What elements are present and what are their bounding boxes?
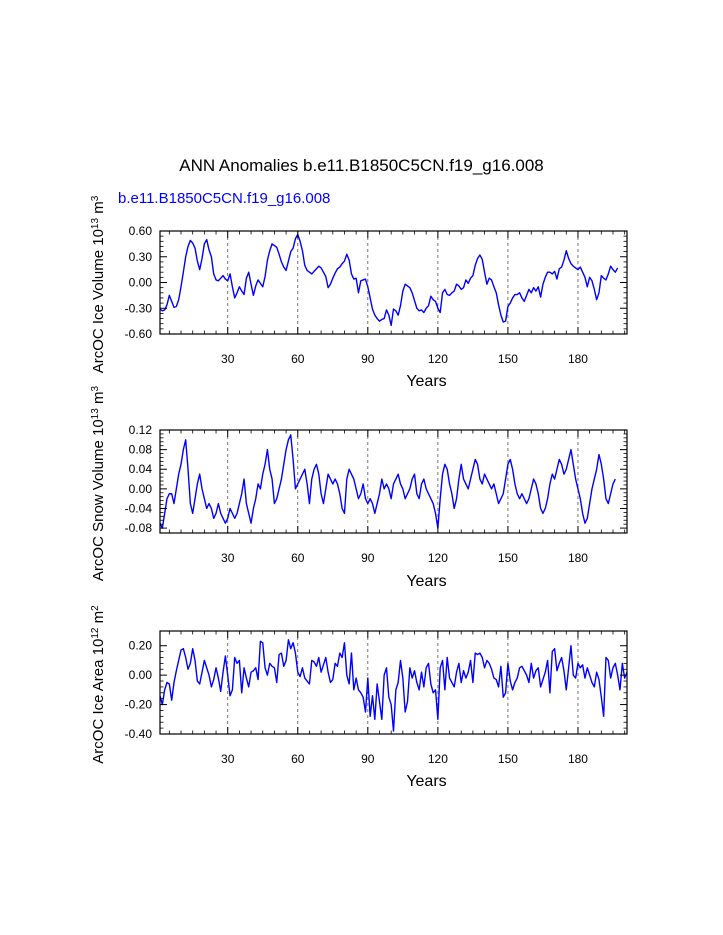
x-tick-label: 30 [221,352,235,366]
y-tick-label: 0.00 [129,668,153,682]
chart-panel-2: 30 60 90 120 150 180 -0.08 -0.04 0.00 0.04 0.08 0.1… [90,386,628,590]
x-tick-label: 120 [428,551,448,565]
y-tick-label: 0.30 [129,250,153,264]
y-tick-label: 0.00 [129,276,153,290]
x-axis-label: Years [406,373,446,390]
y-tick-label: 0.60 [129,224,153,238]
x-tick-label: 90 [361,352,375,366]
x-tick-label: 150 [498,352,518,366]
plot-frame [159,429,628,534]
y-tick-label: 0.20 [129,639,153,653]
y-tick-label: 0.04 [129,462,153,476]
y-tick-label: -0.20 [125,698,153,712]
x-tick-label: 120 [428,752,448,766]
y-axis-label: ArcOC Ice Volume 1013 m3 [90,195,108,373]
plot-frame [159,630,628,735]
x-tick-label: 180 [568,352,588,366]
case-label: b.e11.B1850C5CN.f19_g16.008 [118,190,331,207]
y-axis-label: ArcOC Ice Area 1012 m2 [90,605,108,764]
y-tick-label: -0.08 [125,521,153,535]
x-tick-label: 60 [291,352,305,366]
y-tick-label: 0.00 [129,482,153,496]
x-tick-label: 150 [498,752,518,766]
chart-panel-1: 30 60 90 120 150 180 -0.60 -0.30 0.00 0.30 0.60 Yea… [90,195,628,390]
x-axis-label: Years [406,573,446,590]
x-tick-label: 60 [291,752,305,766]
chart-panel-3: 30 60 90 120 150 180 -0.40 -0.20 0.00 0.20 Years Ar… [90,605,628,790]
series-line [159,639,628,732]
x-axis-label: Years [406,773,446,790]
y-tick-label: -0.30 [125,301,153,315]
y-axis-label: ArcOC Snow Volume 1013 m3 [90,386,108,582]
x-tick-label: 60 [291,551,305,565]
series-line [159,434,616,529]
x-tick-label: 90 [361,551,375,565]
y-tick-label: -0.60 [125,327,153,341]
y-tick-label: -0.40 [125,727,153,741]
y-tick-label: 0.12 [129,423,153,437]
series-line [159,233,619,327]
x-tick-label: 30 [221,551,235,565]
x-tick-label: 150 [498,551,518,565]
x-tick-label: 30 [221,752,235,766]
chart-title: ANN Anomalies b.e11.B1850C5CN.f19_g16.00… [179,156,544,175]
y-tick-label: 0.08 [129,443,153,457]
x-tick-label: 180 [568,752,588,766]
y-tick-label: -0.04 [125,501,153,515]
x-tick-label: 180 [568,551,588,565]
plot-frame [159,230,628,335]
x-tick-label: 120 [428,352,448,366]
x-tick-label: 90 [361,752,375,766]
